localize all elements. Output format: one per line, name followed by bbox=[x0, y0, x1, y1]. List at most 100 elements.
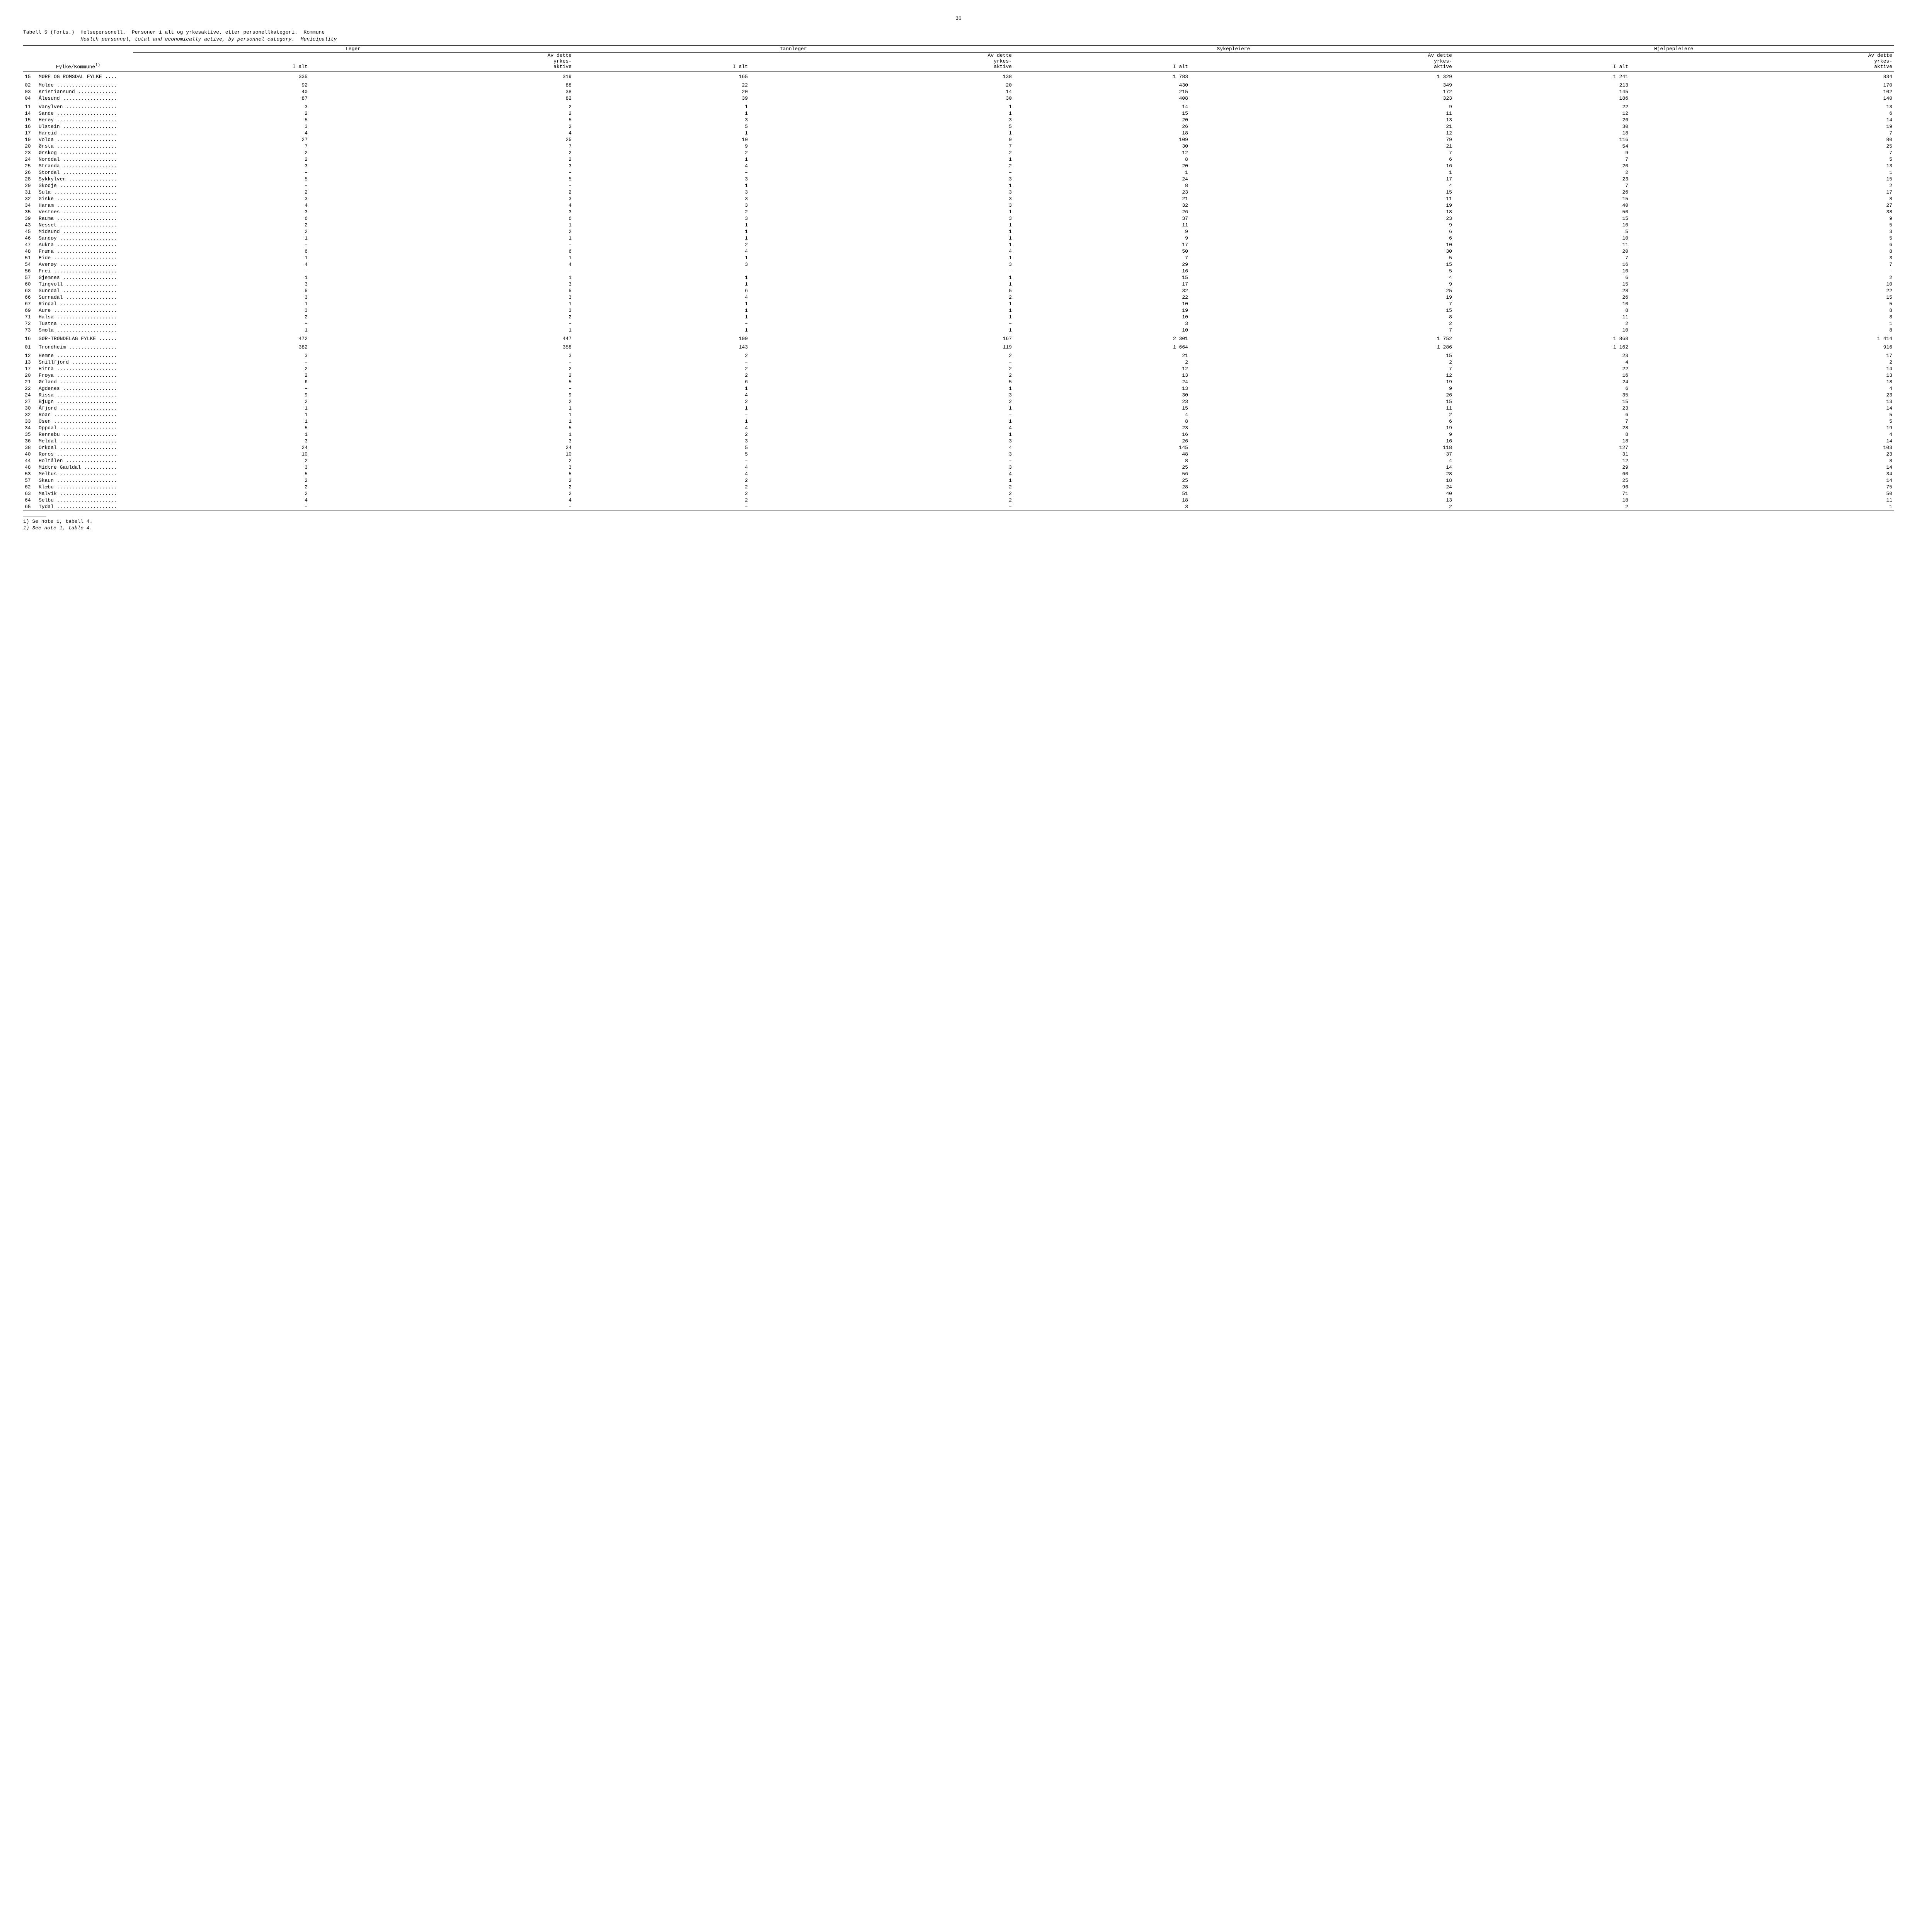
table-row: 28Sykkylven ................553324172315 bbox=[23, 176, 1894, 182]
cell: 1 bbox=[1190, 169, 1454, 176]
table-row: 44Holtålen .................22––84128 bbox=[23, 457, 1894, 464]
cell: 7 bbox=[309, 143, 573, 150]
cell: 5 bbox=[1630, 235, 1894, 242]
cell: 1 414 bbox=[1630, 333, 1894, 342]
cell: 145 bbox=[1013, 444, 1190, 451]
cell: 6 bbox=[133, 379, 309, 385]
cell: 12 bbox=[1013, 150, 1190, 156]
cell: 2 bbox=[309, 189, 573, 196]
row-name: Orkdal ................... bbox=[37, 444, 133, 451]
row-code: 51 bbox=[23, 255, 37, 261]
cell: 9 bbox=[1190, 222, 1454, 228]
cell: 2 bbox=[1013, 359, 1190, 366]
table-row: 16Ulstein ..................325526213019 bbox=[23, 123, 1894, 130]
row-code: 14 bbox=[23, 110, 37, 117]
cell: – bbox=[133, 385, 309, 392]
cell: 3 bbox=[309, 464, 573, 471]
cell: 4 bbox=[133, 202, 309, 209]
cell: 9 bbox=[1190, 281, 1454, 287]
cell: 20 bbox=[573, 88, 749, 95]
cell: 28 bbox=[1454, 425, 1630, 431]
cell: 10 bbox=[1013, 327, 1190, 333]
cell: – bbox=[133, 320, 309, 327]
cell: 3 bbox=[309, 196, 573, 202]
table-row: 48Fræna ....................66445030208 bbox=[23, 248, 1894, 255]
cell: 7 bbox=[1190, 301, 1454, 307]
cell: 2 bbox=[573, 150, 749, 156]
cell: 30 bbox=[1013, 143, 1190, 150]
cell: 10 bbox=[1454, 268, 1630, 274]
cell: 5 bbox=[1630, 301, 1894, 307]
table-row: 36Meldal ...................333326161814 bbox=[23, 438, 1894, 444]
cell: 3 bbox=[749, 176, 1013, 182]
cell: – bbox=[133, 268, 309, 274]
cell: 7 bbox=[1454, 255, 1630, 261]
cell: 26 bbox=[1013, 438, 1190, 444]
cell: – bbox=[573, 412, 749, 418]
cell: 1 bbox=[749, 156, 1013, 163]
cell: 1 bbox=[573, 255, 749, 261]
row-code: 28 bbox=[23, 176, 37, 182]
cell: 7 bbox=[1013, 255, 1190, 261]
cell: 4 bbox=[1013, 412, 1190, 418]
row-code: 17 bbox=[23, 130, 37, 136]
cell: 172 bbox=[1190, 88, 1454, 95]
cell: 3 bbox=[133, 163, 309, 169]
cell: 4 bbox=[573, 471, 749, 477]
row-name: Tydal .................... bbox=[37, 503, 133, 510]
cell: 3 bbox=[133, 123, 309, 130]
cell: 6 bbox=[1454, 385, 1630, 392]
group-tannleger: Tannleger bbox=[573, 46, 1013, 53]
cell: 23 bbox=[1013, 398, 1190, 405]
footnote-en: 1) See note 1, table 4. bbox=[23, 525, 1894, 532]
cell: 1 bbox=[749, 209, 1013, 215]
cell: 2 bbox=[573, 497, 749, 503]
row-name: Tingvoll ................. bbox=[37, 281, 133, 287]
cell: 92 bbox=[133, 80, 309, 88]
cell: 2 bbox=[133, 372, 309, 379]
cell: 9 bbox=[1190, 102, 1454, 110]
cell: 1 bbox=[573, 385, 749, 392]
cell: 2 bbox=[749, 490, 1013, 497]
table-row: 15Herøy ....................553320132614 bbox=[23, 117, 1894, 123]
cell: 15 bbox=[1454, 196, 1630, 202]
cell: 2 bbox=[573, 484, 749, 490]
cell: 3 bbox=[749, 196, 1013, 202]
row-code: 15 bbox=[23, 117, 37, 123]
cell: 1 bbox=[749, 307, 1013, 314]
cell: 9 bbox=[1190, 385, 1454, 392]
cell: 20 bbox=[1454, 163, 1630, 169]
row-name: Aure ..................... bbox=[37, 307, 133, 314]
table-row: 02Molde ....................928822204303… bbox=[23, 80, 1894, 88]
row-name: Frei ..................... bbox=[37, 268, 133, 274]
cell: 4 bbox=[749, 248, 1013, 255]
cell: 12 bbox=[1454, 110, 1630, 117]
cell: 13 bbox=[1013, 385, 1190, 392]
row-code: 26 bbox=[23, 169, 37, 176]
cell: 6 bbox=[133, 248, 309, 255]
row-name: Agdenes .................. bbox=[37, 385, 133, 392]
cell: 4 bbox=[133, 497, 309, 503]
cell: 13 bbox=[1630, 102, 1894, 110]
table-row: 20Ørsta ....................779730215425 bbox=[23, 143, 1894, 150]
cell: 9 bbox=[309, 392, 573, 398]
row-name: Klæbu .................... bbox=[37, 484, 133, 490]
cell: 5 bbox=[749, 123, 1013, 130]
table-row: 27Bjugn ....................222223151513 bbox=[23, 398, 1894, 405]
cell: 5 bbox=[133, 471, 309, 477]
cell: 199 bbox=[573, 333, 749, 342]
cell: 6 bbox=[1190, 228, 1454, 235]
cell: 2 bbox=[573, 477, 749, 484]
cell: – bbox=[133, 169, 309, 176]
cell: 1 bbox=[573, 314, 749, 320]
row-name: Skaun .................... bbox=[37, 477, 133, 484]
cell: 13 bbox=[1630, 163, 1894, 169]
cell: 25 bbox=[1013, 464, 1190, 471]
table-row: 63Sunndal ..................556532252822 bbox=[23, 287, 1894, 294]
cell: 5 bbox=[309, 379, 573, 385]
table-row: 01Trondheim ................382358143119… bbox=[23, 342, 1894, 350]
cell: 323 bbox=[1190, 95, 1454, 102]
cell: 30 bbox=[1190, 248, 1454, 255]
cell: 10 bbox=[1454, 222, 1630, 228]
row-name: Giske .................... bbox=[37, 196, 133, 202]
